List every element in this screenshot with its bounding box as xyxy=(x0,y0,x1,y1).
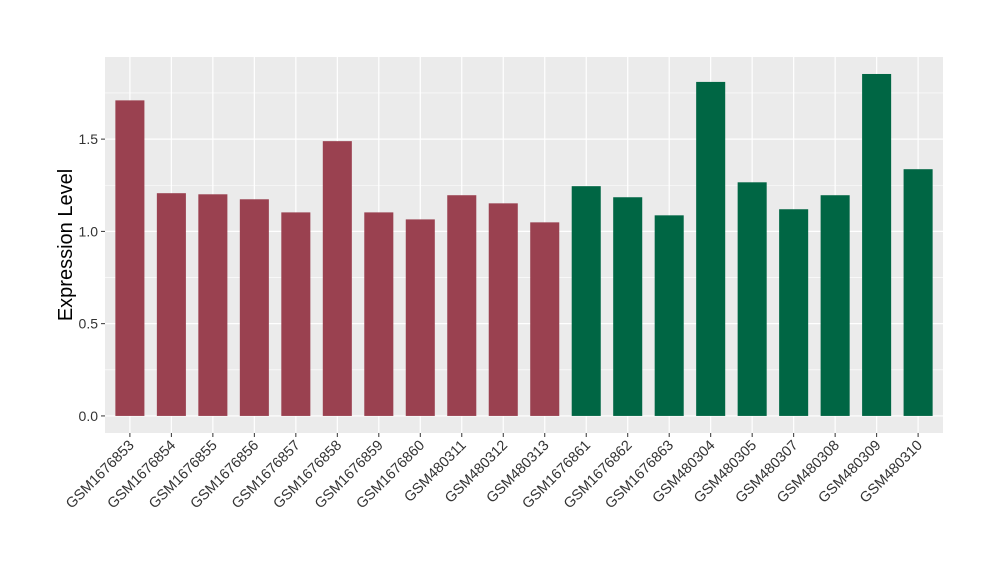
bar-GSM1676861 xyxy=(571,186,601,416)
bars xyxy=(115,73,933,416)
bar-GSM1676862 xyxy=(613,197,643,416)
bar-GSM480308 xyxy=(820,195,850,416)
y-tick-label: 0.5 xyxy=(79,316,99,332)
y-axis-label: Expression Level xyxy=(55,169,77,321)
bar-GSM1676857 xyxy=(281,212,311,416)
bar-GSM480304 xyxy=(696,81,726,416)
bar-GSM480311 xyxy=(447,195,477,416)
bar-GSM1676863 xyxy=(654,215,684,416)
bar-GSM480307 xyxy=(779,209,809,416)
bar-GSM480305 xyxy=(737,182,767,416)
bar-GSM1676860 xyxy=(405,219,435,416)
bar-GSM1676859 xyxy=(364,212,394,416)
plot-panel xyxy=(105,57,943,433)
y-tick-label: 1.0 xyxy=(79,223,99,239)
y-axis: 0.0 0.5 1.0 1.5 xyxy=(79,131,105,424)
bar-GSM1676858 xyxy=(322,141,352,416)
bar-GSM480313 xyxy=(530,222,560,416)
bar-GSM1676854 xyxy=(156,193,186,416)
x-axis: GSM1676853GSM1676854GSM1676855GSM1676856… xyxy=(63,433,926,512)
bar-GSM1676856 xyxy=(239,199,269,416)
bar-GSM480310 xyxy=(903,169,933,416)
bar-GSM480309 xyxy=(862,73,892,416)
bar-GSM480312 xyxy=(488,203,518,416)
y-tick-label: 1.5 xyxy=(79,131,99,147)
bar-GSM1676853 xyxy=(115,100,145,416)
bar-GSM1676855 xyxy=(198,194,228,416)
y-tick-label: 0.0 xyxy=(79,408,99,424)
